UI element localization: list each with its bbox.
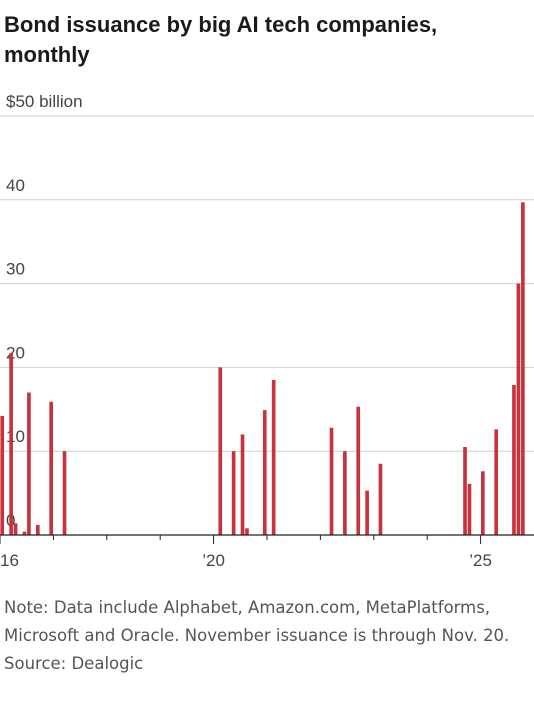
- bar: [516, 283, 521, 535]
- bar: [49, 401, 53, 535]
- bar: [494, 429, 498, 535]
- y-tick-label: 40: [6, 176, 25, 195]
- bar: [262, 410, 267, 535]
- bar: [378, 463, 383, 535]
- source-text: Source: Dealogic: [4, 654, 144, 673]
- bar: [343, 451, 347, 535]
- bar: [463, 447, 467, 535]
- note-text: Note: Data include Alphabet, Amazon.com,…: [4, 598, 510, 645]
- bar: [271, 379, 276, 535]
- y-tick-label: $50 billion: [6, 92, 83, 111]
- x-ticks: 2016 ’20 ’25: [0, 535, 492, 570]
- bar: [245, 528, 249, 535]
- bar: [13, 523, 18, 535]
- y-tick-label: 30: [6, 260, 25, 279]
- x-tick-label: ’25: [469, 551, 492, 570]
- gridlines: [0, 115, 534, 452]
- bar: [365, 490, 369, 535]
- bar: [0, 416, 5, 535]
- bar: [521, 202, 525, 535]
- footnotes: Note: Data include Alphabet, Amazon.com,…: [4, 594, 530, 678]
- bars: [0, 202, 525, 535]
- bar: [356, 406, 361, 535]
- y-tick-label: 10: [6, 427, 25, 446]
- bar: [22, 531, 27, 535]
- chart-title: Bond issuance by big AI tech companies, …: [4, 12, 438, 67]
- bar: [231, 451, 236, 535]
- bar: [467, 483, 472, 535]
- bar: [481, 471, 485, 535]
- bar: [9, 353, 13, 535]
- bar: [218, 367, 223, 535]
- x-tick-label: 2016: [0, 551, 19, 570]
- bar: [27, 392, 31, 535]
- y-tick-labels: 010203040$50 billion: [6, 92, 83, 530]
- bar: [62, 451, 67, 535]
- y-tick-label: 20: [6, 343, 25, 362]
- bar-chart: 010203040$50 billion 2016’20’25: [0, 92, 534, 570]
- bar: [512, 384, 516, 535]
- bar: [329, 427, 334, 535]
- bar: [36, 524, 40, 535]
- bar: [240, 434, 245, 535]
- x-tick-label: ’20: [202, 551, 225, 570]
